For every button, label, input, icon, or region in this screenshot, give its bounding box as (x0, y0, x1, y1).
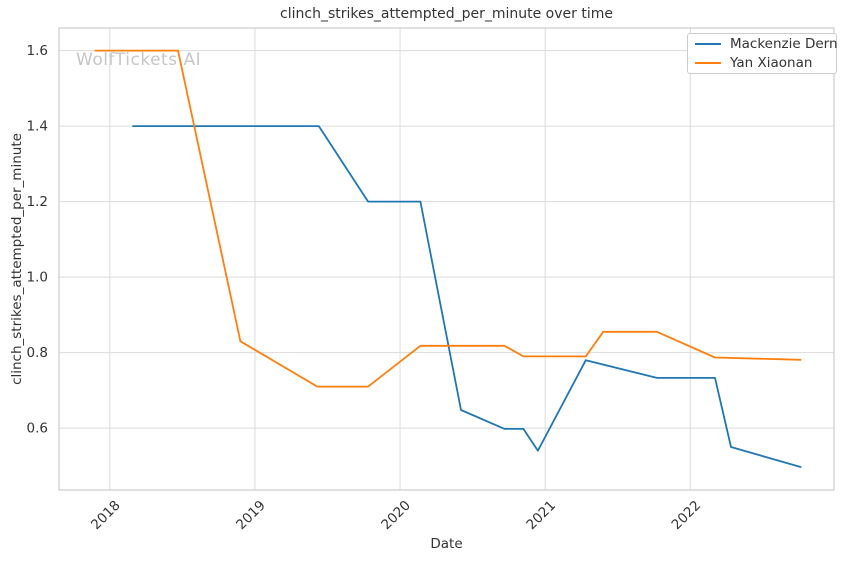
y-axis-label-text: clinch_strikes_attempted_per_minute (9, 133, 26, 385)
chart-title: clinch_strikes_attempted_per_minute over… (280, 6, 613, 22)
y-tick-label: 0.6 (27, 421, 48, 437)
x-tick-label: 2021 (523, 498, 559, 534)
y-tick-label: 0.8 (27, 345, 48, 361)
y-tick-label: 1.6 (27, 43, 48, 59)
y-tick-label: 1.4 (27, 119, 48, 135)
x-axis-label: Date (430, 536, 463, 552)
x-tick-label: 2022 (669, 498, 705, 534)
legend-item-mackenzie-dern: Mackenzie Dern (688, 36, 838, 53)
legend: Mackenzie Dern Yan Xiaonan (687, 33, 838, 74)
legend-label: Mackenzie Dern (730, 36, 838, 53)
legend-item-yan-xiaonan: Yan Xiaonan (688, 55, 836, 71)
line-swatch-icon (695, 43, 721, 46)
series-line (94, 49, 802, 388)
y-tick-label: 1.0 (27, 270, 48, 286)
x-tick-label: 2018 (88, 498, 124, 534)
x-tick-label: 2020 (378, 498, 414, 534)
series-line (132, 125, 802, 468)
plot-border (58, 27, 835, 491)
y-tick-label: 1.2 (27, 194, 48, 210)
line-swatch-icon (695, 61, 721, 64)
x-tick-label: 2019 (233, 498, 269, 534)
legend-label: Yan Xiaonan (730, 54, 813, 71)
y-axis-label: clinch_strikes_attempted_per_minute (8, 28, 26, 490)
watermark-text: WolfTickets.AI (76, 50, 202, 70)
